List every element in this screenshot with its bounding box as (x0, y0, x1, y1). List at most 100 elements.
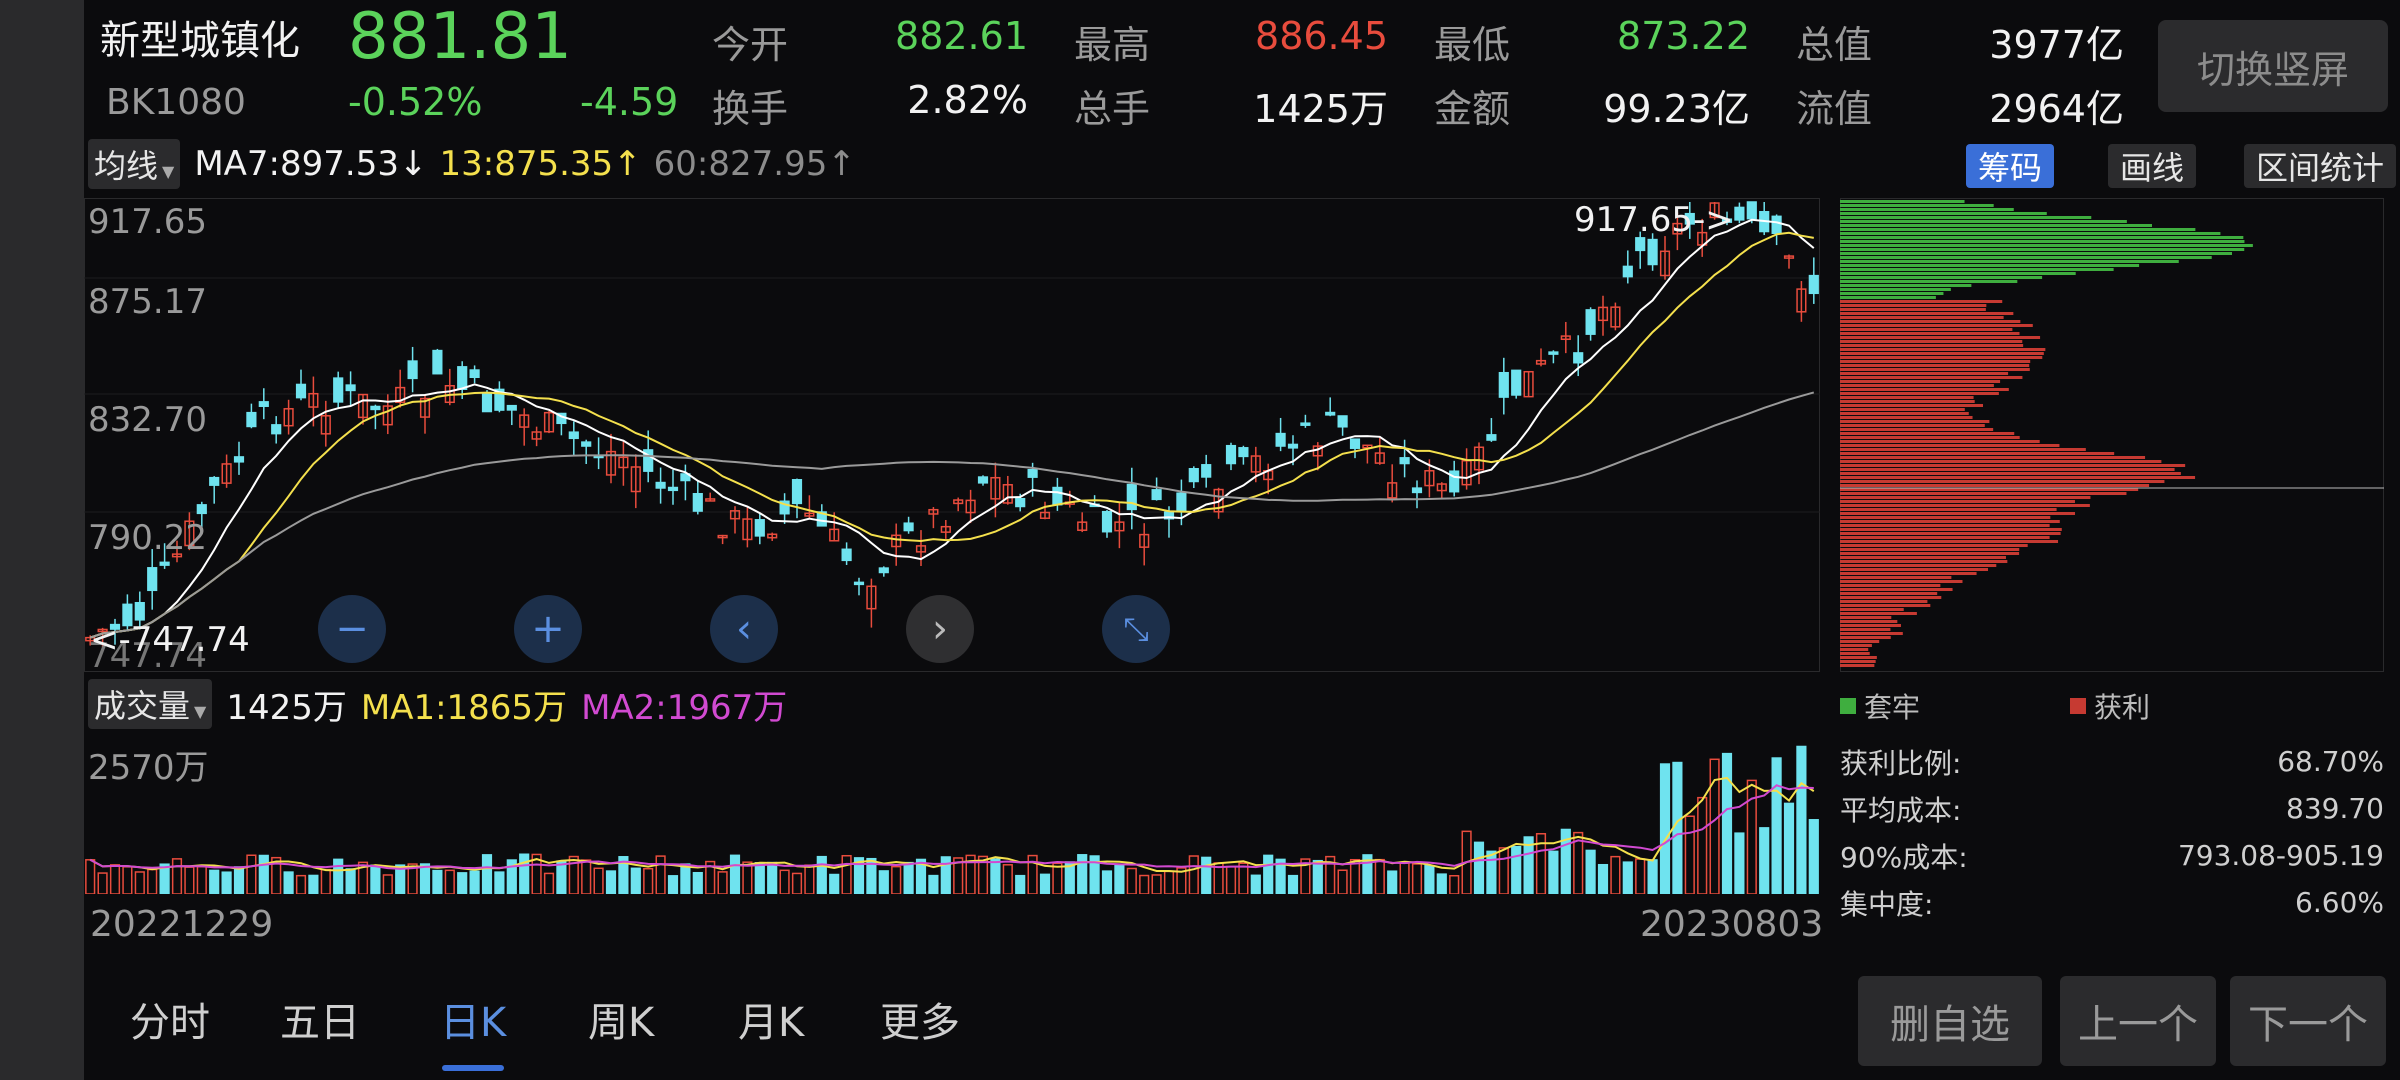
candle-body (382, 405, 393, 426)
volume-bar (444, 869, 455, 894)
candle-body (915, 545, 927, 553)
ma7-line (89, 218, 1815, 639)
stat-value-total-hands: 1425万 (1253, 87, 1388, 131)
ma-selector-dropdown[interactable]: 均线 ▼ (88, 139, 181, 189)
candle-body (469, 369, 480, 379)
volume-selector-dropdown[interactable]: 成交量 ▼ (88, 679, 213, 729)
candle-body (1783, 255, 1795, 259)
remove-watchlist-button[interactable]: 删自选 (1858, 976, 2042, 1066)
candle-body (804, 512, 815, 517)
candle-body (853, 581, 865, 586)
volume-bar (233, 866, 245, 894)
tab-more[interactable]: 更多 (880, 1000, 960, 1046)
stat-label-high: 最高 (1074, 23, 1151, 67)
volume-bar (1263, 854, 1274, 894)
chip-bar (1840, 436, 2020, 439)
chip-bar (1840, 608, 1904, 611)
legend-trapped: 套牢 (1840, 686, 1920, 726)
candle-body (1597, 306, 1609, 322)
chip-bar (1840, 632, 1903, 635)
candle-body (965, 499, 976, 514)
volume-bar (1077, 854, 1088, 894)
tab-five-day[interactable]: 五日 (280, 1000, 360, 1046)
range-stats-button[interactable]: 区间统计 (2244, 144, 2397, 188)
chip-stat-row: 获利比例: 68.70% (1840, 738, 2384, 785)
chip-bar (1840, 264, 2140, 267)
candle-body (1275, 432, 1286, 447)
zoom-in-icon[interactable]: + (514, 595, 582, 663)
candle-body (1213, 488, 1224, 513)
volume-bar (171, 858, 183, 894)
volume-bar (605, 870, 617, 894)
candle-body (308, 392, 319, 408)
volume-bar (1511, 845, 1522, 894)
candle-body (940, 525, 951, 533)
candle-body (891, 534, 902, 548)
volume-bar (816, 855, 827, 894)
stat-label-low: 最低 (1434, 23, 1511, 67)
candle-body (717, 534, 728, 539)
chip-bar (1840, 236, 2244, 239)
candle-body (221, 463, 232, 484)
candle-body (643, 449, 654, 472)
candle-body (1101, 510, 1113, 533)
stat-label-float-value: 流值 (1796, 87, 1873, 131)
tab-intraday[interactable]: 分时 (130, 1000, 210, 1046)
chip-stat-label: 获利比例: (1840, 746, 1962, 780)
candle-body (705, 498, 716, 502)
volume-bar (1015, 874, 1026, 894)
tab-weekly-k[interactable]: 周K (588, 1000, 655, 1046)
draw-line-button[interactable]: 画线 (2108, 144, 2197, 188)
chip-bar (1840, 472, 2181, 475)
volume-chart[interactable] (84, 736, 1820, 894)
candle-body (1721, 218, 1733, 223)
switch-portrait-button[interactable]: 切换竖屏 (2158, 20, 2388, 112)
volume-bar (556, 860, 567, 894)
candle-body (729, 510, 741, 520)
volume-bar (246, 854, 257, 894)
tab-monthly-k[interactable]: 月K (738, 1000, 805, 1046)
volume-bar (1027, 854, 1038, 894)
chip-bar (1840, 520, 2060, 523)
volume-bar (1635, 858, 1646, 894)
chip-bar (1840, 552, 2020, 555)
candle-body (1709, 202, 1720, 219)
candlestick-chart[interactable] (84, 198, 1820, 672)
legend-label: 获利 (2094, 691, 2151, 724)
dropdown-triangle-icon: ▼ (194, 702, 207, 721)
next-button[interactable]: 下一个 (2230, 976, 2386, 1066)
previous-button[interactable]: 上一个 (2060, 976, 2216, 1066)
chips-button[interactable]: 筹码 (1966, 144, 2055, 188)
chip-bar (1840, 484, 2150, 487)
tab-daily-k[interactable]: 日K (440, 1000, 507, 1046)
chip-bar (1840, 276, 2043, 279)
chip-bar (1840, 272, 2076, 275)
volume-bar (519, 853, 530, 894)
volume-bar (667, 875, 679, 894)
candle-body (407, 360, 418, 380)
candle-body (1796, 288, 1807, 313)
candle-body (271, 424, 282, 435)
volume-bar (1560, 828, 1571, 894)
candle-body (122, 603, 133, 627)
volume-bar (370, 864, 381, 894)
collapse-icon[interactable]: ⤡ (1102, 595, 1170, 663)
chip-bar (1840, 376, 2023, 379)
candle-body (1250, 455, 1261, 473)
volume-bar (1796, 745, 1807, 894)
pan-right-icon[interactable]: › (906, 595, 974, 663)
candle-body (97, 628, 108, 633)
chip-stat-row: 平均成本: 839.70 (1840, 785, 2384, 832)
volume-bar (1325, 855, 1336, 894)
chip-bar (1840, 416, 1973, 419)
candle-body (977, 476, 989, 484)
chip-stats: 获利比例: 68.70% 平均成本: 839.70 90%成本: 793.08-905… (1840, 738, 2384, 926)
candle-body (1002, 484, 1013, 504)
chip-bar (1840, 628, 1891, 631)
volume-bar (841, 854, 852, 894)
volume-bar (940, 856, 951, 894)
volume-bar (1684, 815, 1695, 894)
zoom-out-icon[interactable]: − (318, 595, 386, 663)
chip-bar (1840, 408, 1965, 411)
pan-left-icon[interactable]: ‹ (710, 595, 778, 663)
